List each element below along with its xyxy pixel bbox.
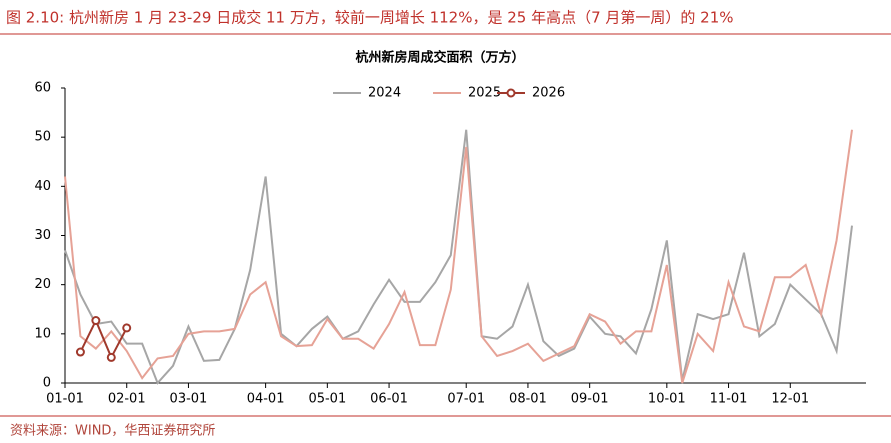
y-tick-label: 30 (34, 228, 51, 243)
x-tick-label: 04-01 (247, 392, 285, 407)
legend-label: 2026 (532, 86, 565, 101)
x-tick-label: 09-01 (571, 392, 609, 407)
y-tick-label: 20 (34, 277, 51, 292)
x-tick-label: 01-01 (46, 392, 84, 407)
figure-title: 图 2.10: 杭州新房 1 月 23-29 日成交 11 万方，较前一周增长 … (6, 9, 734, 27)
x-tick-label: 02-01 (108, 392, 146, 407)
y-tick-label: 10 (34, 326, 51, 341)
y-tick-label: 50 (34, 130, 51, 145)
series-marker (75, 347, 85, 357)
x-tick-label: 12-01 (771, 392, 809, 407)
x-tick-label: 08-01 (509, 392, 547, 407)
legend-label: 2024 (368, 86, 401, 101)
y-tick-label: 60 (34, 81, 51, 96)
legend-marker (506, 88, 516, 98)
x-tick-label: 03-01 (170, 392, 208, 407)
y-tick-label: 40 (34, 179, 51, 194)
source: 资料来源：WIND，华西证券研究所 (10, 423, 215, 439)
chart-title: 杭州新房周成交面积（万方） (355, 50, 524, 66)
x-tick-label: 06-01 (370, 392, 408, 407)
series-marker (106, 352, 116, 362)
y-tick-label: 0 (43, 376, 51, 391)
x-tick-label: 07-01 (447, 392, 485, 407)
legend-label: 2025 (468, 86, 501, 101)
series-line (64, 129, 853, 385)
series-line (79, 318, 128, 360)
x-tick-label: 05-01 (308, 392, 346, 407)
series-marker (91, 316, 101, 326)
x-tick-label: 11-01 (710, 392, 748, 407)
series-marker (122, 323, 132, 333)
x-tick-label: 10-01 (648, 392, 686, 407)
series-line (64, 129, 853, 384)
